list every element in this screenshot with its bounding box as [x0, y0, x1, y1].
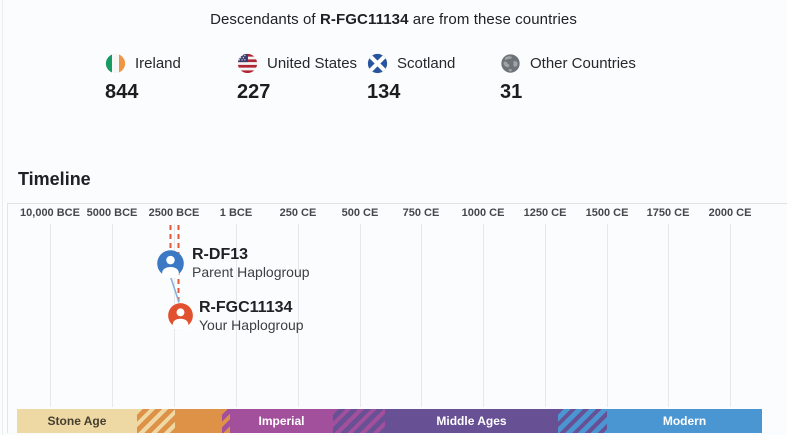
country-count: 227	[237, 81, 271, 103]
axis-tick-label: 1500 CE	[585, 207, 629, 219]
era-label: Stone Age	[47, 414, 107, 428]
era-segment: Middle Ages	[385, 409, 558, 433]
page-title-suffix: are from these countries	[408, 11, 577, 28]
era-label: Imperial	[258, 414, 305, 428]
countries-row: Ireland 844 United States 227 Scotland 134 …	[0, 0, 787, 110]
ireland-flag-icon	[105, 53, 126, 73]
scotland-flag-icon	[367, 53, 388, 73]
axis-gridline	[360, 224, 361, 407]
country-item-header: Other Countries	[500, 52, 636, 74]
marker-name: R-DF13	[192, 246, 249, 263]
axis-tick-label: 2000 CE	[708, 207, 752, 219]
axis-gridline	[298, 224, 299, 407]
marker-role: Parent Haplogroup	[192, 264, 310, 280]
country-name: Ireland	[135, 54, 181, 72]
country-item: Ireland 844	[105, 52, 235, 104]
axis-gridline	[668, 224, 669, 407]
page-title-haplogroup: R-FGC11134	[319, 11, 409, 28]
marker-name: R-FGC11134	[199, 299, 293, 316]
axis-tick-label: 500 CE	[341, 207, 379, 219]
era-transition-hatch	[222, 409, 230, 433]
timeline-axis-rule	[7, 203, 787, 204]
window-left-border	[2, 0, 3, 435]
country-item: Other Countries 31	[500, 52, 636, 104]
country-item-header: Scotland	[367, 52, 497, 74]
globe-flag-wrapper	[500, 53, 521, 74]
country-item: Scotland 134	[367, 52, 497, 104]
axis-tick-label: 5000 BCE	[86, 207, 138, 219]
person-icon	[156, 249, 184, 278]
page-title: Descendants of R-FGC11134 are from these…	[0, 11, 787, 28]
era-segment	[175, 409, 222, 433]
country-item-header: United States	[237, 52, 367, 74]
country-item-header: Ireland	[105, 52, 235, 74]
globe-icon	[501, 53, 520, 73]
axis-tick-label: 250 CE	[279, 207, 317, 219]
era-segment: Stone Age	[17, 409, 137, 433]
era-transition-hatch	[558, 409, 607, 433]
axis-tick-label: 1250 CE	[523, 207, 567, 219]
axis-tick-label: 10,000 BCE	[20, 207, 80, 219]
axis-tick-label: 1750 CE	[646, 207, 690, 219]
country-count: 134	[367, 81, 401, 103]
person-icon	[167, 302, 193, 329]
axis-tick-label: 1000 CE	[461, 207, 505, 219]
country-name: United States	[267, 54, 358, 72]
united-states-flag-wrapper	[237, 53, 258, 74]
axis-gridline	[236, 224, 237, 407]
axis-gridline	[483, 224, 484, 407]
timeline-left-border	[7, 203, 8, 433]
era-segment: Modern	[607, 409, 762, 433]
era-band: Stone Age Imperial Middle Ages Modern	[0, 409, 787, 433]
country-name: Other Countries	[530, 54, 636, 72]
axis-tick-label: 2500 BCE	[148, 207, 200, 219]
axis-tick-label: 1 BCE	[219, 207, 253, 219]
era-transition-hatch	[137, 409, 175, 433]
page-title-prefix: Descendants of	[210, 11, 320, 28]
era-segment: Imperial	[230, 409, 333, 433]
scotland-flag-wrapper	[367, 53, 388, 74]
country-count: 31	[500, 81, 523, 103]
era-transition-hatch	[333, 409, 385, 433]
marker-your-haplogroup[interactable]	[167, 302, 194, 329]
axis-gridline	[421, 224, 422, 407]
marker-role: Your Haplogroup	[199, 317, 304, 333]
axis-gridline	[112, 224, 113, 407]
axis-gridline	[730, 224, 731, 407]
axis-gridline	[50, 224, 51, 407]
era-label: Middle Ages	[436, 414, 507, 428]
country-name: Scotland	[397, 54, 456, 72]
country-count: 844	[105, 81, 139, 103]
axis-gridline	[545, 224, 546, 407]
timeline-heading: Timeline	[18, 169, 91, 189]
axis-gridline	[607, 224, 608, 407]
country-item: United States 227	[237, 52, 367, 104]
axis-tick-label: 750 CE	[402, 207, 440, 219]
era-label: Modern	[662, 414, 707, 428]
ireland-flag-wrapper	[105, 53, 126, 74]
united-states-flag-icon	[237, 53, 258, 73]
marker-parent-haplogroup[interactable]	[156, 249, 185, 278]
